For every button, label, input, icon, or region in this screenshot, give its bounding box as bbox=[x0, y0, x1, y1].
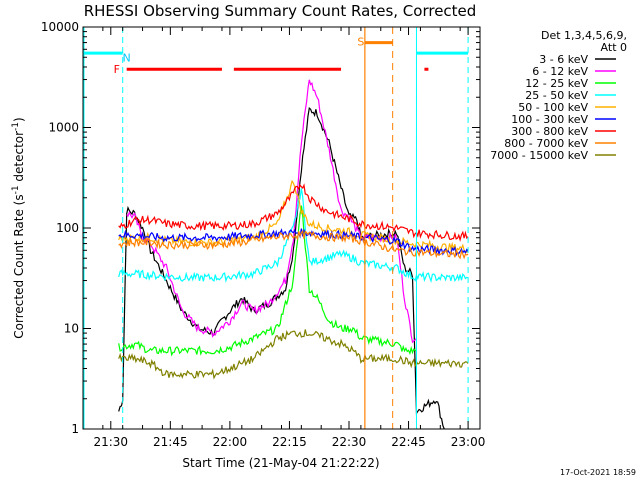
legend-entry-label: 300 - 800 keV bbox=[511, 125, 588, 138]
chart-title: RHESSI Observing Summary Count Rates, Co… bbox=[84, 2, 477, 20]
legend-header-attenuator: Att 0 bbox=[601, 41, 627, 54]
x-tick-label: 21:45 bbox=[153, 435, 188, 449]
annotation-f: F bbox=[114, 63, 120, 76]
series-line-2 bbox=[118, 205, 417, 357]
x-tick-label: 22:00 bbox=[213, 435, 248, 449]
y-tick-label: 10000 bbox=[41, 20, 79, 34]
series-line-4 bbox=[118, 179, 469, 254]
x-tick-label: 21:30 bbox=[93, 435, 128, 449]
legend-entry-label: 50 - 100 keV bbox=[518, 101, 588, 114]
series-line-8 bbox=[118, 329, 469, 380]
x-axis-label: Start Time (21-May-04 21:22:22) bbox=[182, 456, 379, 470]
series-line-7 bbox=[118, 229, 469, 260]
x-tick-label: 23:00 bbox=[451, 435, 486, 449]
annotation-s: S bbox=[357, 35, 364, 48]
x-tick-label: 22:30 bbox=[332, 435, 367, 449]
y-tick-label: 10 bbox=[64, 322, 79, 336]
legend-entry-label: 7000 - 15000 keV bbox=[490, 149, 588, 162]
legend-header-detectors: Det 1,3,4,5,6,9, bbox=[541, 29, 627, 42]
legend-entry-label: 25 - 50 keV bbox=[525, 89, 588, 102]
annotation-n: N bbox=[123, 51, 131, 64]
series-line-3 bbox=[118, 188, 469, 284]
series-line-1 bbox=[126, 79, 417, 344]
y-axis-label: Corrected Count Rate (s-1 detector-1) bbox=[11, 117, 26, 338]
x-tick-label: 22:45 bbox=[391, 435, 426, 449]
series-line-5 bbox=[118, 228, 469, 257]
legend-entry-label: 3 - 6 keV bbox=[539, 53, 588, 66]
y-tick-label: 1 bbox=[71, 422, 79, 436]
y-tick-label: 100 bbox=[56, 221, 79, 235]
legend-entry-label: 12 - 25 keV bbox=[525, 77, 588, 90]
x-tick-label: 22:15 bbox=[272, 435, 307, 449]
series-line-6 bbox=[118, 183, 469, 243]
y-tick-label: 1000 bbox=[48, 121, 79, 135]
legend-entry-label: 800 - 7000 keV bbox=[504, 137, 588, 150]
legend-entry-label: 6 - 12 keV bbox=[532, 65, 588, 78]
footer-date: 17-Oct-2021 18:59 bbox=[560, 468, 636, 477]
legend-entry-label: 100 - 300 keV bbox=[511, 113, 588, 126]
